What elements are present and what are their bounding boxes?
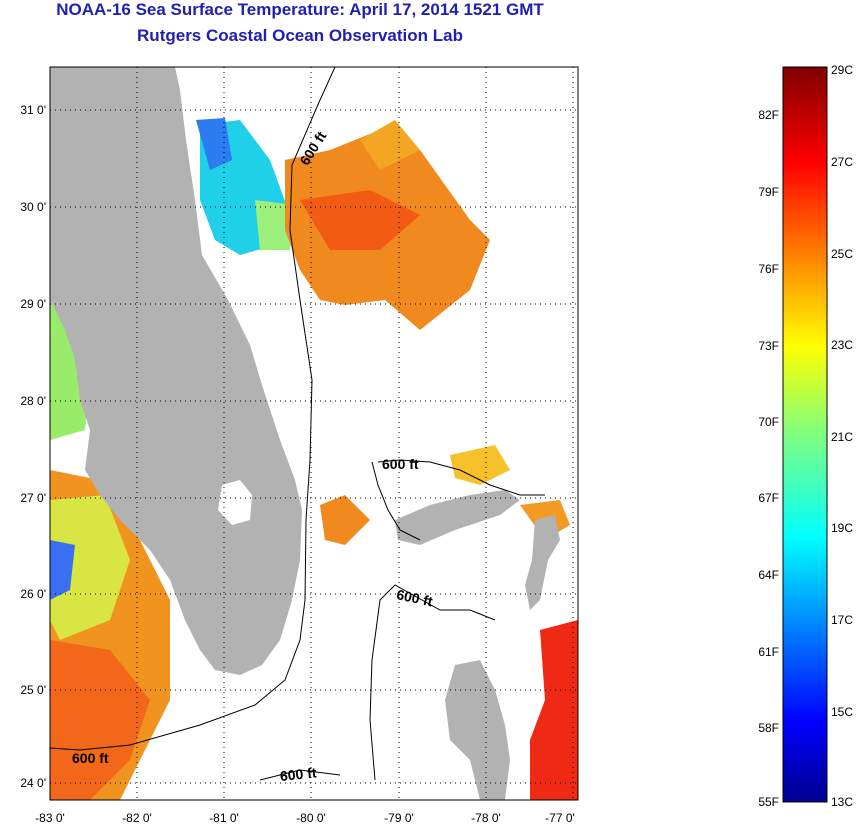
colorbar-c-label: 25C [831,247,853,261]
sst-patch-bahamas [450,445,510,485]
abaco-land [525,515,560,610]
lat-tick: 27 0' [20,491,46,505]
colorbar-c-label: 19C [831,521,853,535]
colorbar-f-label: 76F [758,262,779,276]
lon-tick: -77 0' [545,811,575,825]
colorbar-f-label: 73F [758,339,779,353]
lat-tick: 28 0' [20,394,46,408]
colorbar-c-label: 13C [831,795,853,809]
colorbar-f-label: 55F [758,795,779,809]
map-frame [49,66,579,801]
lon-tick: -78 0' [471,811,501,825]
sst-patch-gulf-hot [50,640,150,800]
lon-tick: -80 0' [296,811,326,825]
sst-patch-east-hot [530,620,578,800]
colorbar-c-label: 15C [831,705,853,719]
sst-patch-gulf-mid [50,495,130,640]
lat-tick: 25 0' [20,683,46,697]
lon-tick-labels: -83 0' -82 0' -81 0' -80 0' -79 0' -78 0… [35,811,575,825]
map-area: 600 ft 600 ft 600 ft 600 ft 600 ft [50,67,578,800]
lon-tick: -82 0' [122,811,152,825]
colorbar-f-label: 82F [758,108,779,122]
sst-patch-cold-north [196,118,232,170]
colorbar-f-label: 58F [758,721,779,735]
lon-tick: -81 0' [209,811,239,825]
lon-tick: -83 0' [35,811,65,825]
contour-label-bahamas: 600 ft [382,456,419,472]
lat-tick: 30 0' [20,200,46,214]
andros-land [445,660,510,800]
sst-patches [50,118,578,800]
colorbar-celsius-labels: 29C 27C 25C 23C 21C 19C 17C 15C 13C [831,63,853,809]
colorbar-c-label: 23C [831,338,853,352]
lat-tick: 26 0' [20,587,46,601]
sst-patch-straits [320,495,370,545]
lon-tick: -79 0' [384,811,414,825]
map-title: NOAA-16 Sea Surface Temperature: April 1… [56,0,544,19]
colorbar-f-label: 79F [758,185,779,199]
colorbar [782,66,828,803]
colorbar-c-label: 21C [831,430,853,444]
contour-label-keys: 600 ft [279,764,317,784]
lat-tick: 24 0' [20,776,46,790]
map-gridlines [50,67,578,800]
map-subtitle: Rutgers Coastal Ocean Observation Lab [137,26,463,45]
grand-bahama-land [395,490,520,545]
colorbar-c-label: 29C [831,63,853,77]
colorbar-c-label: 17C [831,613,853,627]
lat-tick-labels: 31 0' 30 0' 29 0' 28 0' 27 0' 26 0' 25 0… [20,103,46,790]
lake-okeechobee [218,480,252,525]
lat-tick: 29 0' [20,297,46,311]
lat-tick: 31 0' [20,103,46,117]
colorbar-f-label: 70F [758,415,779,429]
colorbar-f-label: 61F [758,645,779,659]
contour-label-east: 600 ft [395,586,434,609]
contour-label-gulf: 600 ft [72,750,109,766]
colorbar-c-label: 27C [831,155,853,169]
sst-patch-warm-top [360,120,420,170]
colorbar-f-label: 67F [758,491,779,505]
colorbar-f-label: 64F [758,568,779,582]
depth-contours [50,67,545,781]
sst-patch-gulf-cold [50,540,75,600]
colorbar-fahrenheit-labels: 82F 79F 76F 73F 70F 67F 64F 61F 58F 55F [758,108,779,809]
sst-patch-warm-core [300,190,420,250]
